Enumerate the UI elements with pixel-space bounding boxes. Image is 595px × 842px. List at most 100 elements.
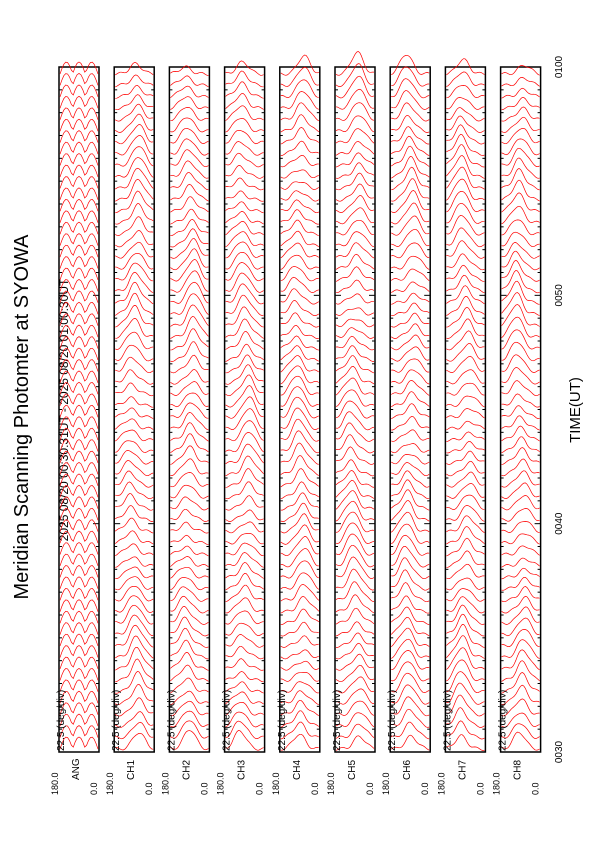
scan-trace (225, 671, 264, 683)
scan-trace (335, 335, 375, 351)
scan-trace (280, 365, 319, 385)
scale-label: 22.5 (deg/div) (222, 690, 233, 751)
scan-trace (59, 336, 99, 349)
scan-traces (390, 54, 430, 751)
scan-trace (114, 407, 154, 419)
scan-trace (280, 325, 319, 339)
channel-label: CH2 (181, 760, 192, 780)
scan-trace (501, 723, 540, 739)
scan-trace (446, 471, 485, 488)
scan-trace (335, 411, 375, 431)
scan-trace (280, 155, 319, 168)
scan-trace (170, 96, 209, 110)
scan-trace (391, 166, 430, 191)
scan-trace (501, 660, 540, 682)
scan-trace (501, 270, 540, 294)
scan-trace (446, 227, 485, 248)
scan-trace (446, 635, 485, 659)
scan-trace (59, 404, 99, 418)
scan-trace (225, 354, 264, 374)
scan-trace (501, 316, 540, 338)
scan-trace (335, 533, 375, 556)
scan-trace (59, 702, 99, 715)
scan-trace (501, 192, 540, 213)
scan-trace (225, 711, 264, 728)
scan-trace (335, 377, 375, 396)
scan-trace (280, 407, 319, 430)
scan-trace (115, 732, 154, 751)
scan-trace (59, 324, 99, 338)
scan-trace (280, 386, 319, 407)
y-tick-min: 0.0 (310, 782, 320, 795)
scan-trace (280, 396, 319, 419)
scan-trace (335, 219, 374, 236)
scan-trace (335, 172, 375, 191)
scan-trace (335, 607, 375, 625)
scan-trace (170, 183, 209, 202)
scan-trace (446, 395, 485, 408)
scan-trace (170, 138, 209, 156)
scan-trace (335, 128, 375, 144)
scan-trace (59, 461, 99, 475)
scan-trace (335, 162, 375, 179)
scan-trace (501, 380, 540, 397)
scan-trace (501, 586, 540, 603)
scan-trace (115, 271, 154, 293)
scan-trace (225, 251, 264, 270)
scan-trace (391, 708, 430, 728)
scan-trace (170, 160, 209, 179)
scan-trace (170, 664, 209, 682)
scan-traces (280, 54, 320, 751)
scan-trace (59, 278, 99, 292)
y-tick-max: 180.0 (160, 772, 170, 795)
scan-trace (391, 454, 430, 465)
scan-trace (115, 429, 154, 442)
scan-trace (391, 462, 430, 477)
scan-trace (501, 354, 540, 373)
scan-trace (446, 563, 485, 580)
scan-trace (501, 87, 540, 99)
scan-trace (170, 422, 209, 442)
scan-trace (446, 190, 485, 213)
scan-trace (501, 116, 540, 133)
scan-trace (446, 671, 485, 693)
scan-trace (170, 127, 209, 144)
scan-trace (391, 115, 430, 133)
scan-trace (115, 157, 154, 178)
scan-trace (115, 505, 154, 522)
scan-trace (59, 416, 99, 429)
scan-trace (280, 672, 319, 682)
scan-trace (446, 460, 485, 477)
scan-trace (280, 355, 319, 373)
scan-trace (501, 436, 540, 454)
scan-trace (391, 312, 430, 328)
scan-trace (59, 187, 99, 200)
scan-trace (280, 345, 319, 362)
scan-trace (501, 712, 540, 728)
scan-trace (115, 356, 154, 374)
scan-trace (446, 382, 485, 396)
scan-trace (115, 556, 154, 568)
scan-trace (446, 369, 485, 385)
scan-trace (501, 304, 540, 327)
scan-trace (115, 450, 154, 465)
scan-trace (446, 441, 485, 454)
scan-trace (446, 274, 485, 294)
scan-trace (280, 209, 319, 225)
panel-ch8: 22.5 (deg/div) CH8 180.0 0.0 (492, 65, 542, 795)
scan-trace (391, 215, 430, 236)
scan-trace (225, 610, 264, 625)
scan-trace (115, 711, 154, 728)
scan-trace (280, 300, 319, 316)
scan-trace (280, 288, 319, 305)
scan-trace (59, 656, 99, 670)
scan-trace (446, 613, 485, 637)
scan-trace (446, 97, 485, 110)
scan-trace (59, 610, 99, 624)
scan-trace (446, 734, 485, 751)
scan-trace (280, 418, 319, 442)
scan-trace (280, 710, 320, 728)
scan-trace (446, 124, 485, 145)
scan-trace (446, 505, 485, 522)
scan-trace (391, 54, 430, 75)
